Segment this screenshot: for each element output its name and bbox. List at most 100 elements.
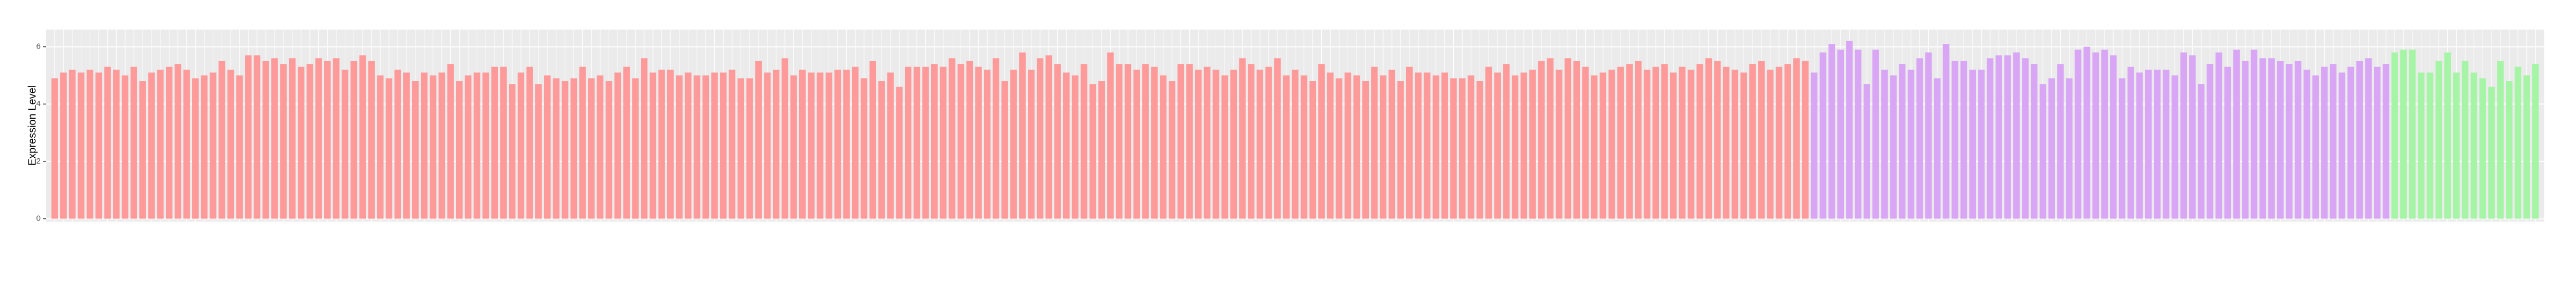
bar — [2180, 52, 2187, 219]
bar — [1459, 78, 1466, 219]
bar — [2321, 66, 2328, 219]
bar — [60, 72, 67, 219]
bar — [2329, 64, 2337, 219]
bar — [1556, 70, 1562, 219]
bar — [922, 66, 929, 219]
bar — [421, 72, 428, 219]
bar — [2453, 72, 2460, 219]
bar — [1247, 64, 1255, 219]
bar — [1872, 50, 1879, 219]
bar — [1028, 70, 1035, 219]
bar — [667, 70, 674, 219]
bar — [1503, 64, 1510, 219]
bar — [87, 70, 93, 219]
bar — [104, 66, 111, 219]
bar — [2444, 52, 2451, 219]
bar — [605, 81, 612, 219]
bar — [368, 61, 375, 219]
bar — [2497, 61, 2504, 219]
bar — [236, 75, 243, 219]
bar — [711, 72, 718, 219]
bar — [1406, 66, 1413, 219]
bar — [2365, 58, 2372, 219]
bar — [957, 64, 964, 219]
bar — [1529, 70, 1536, 219]
bar — [746, 78, 753, 219]
bar — [817, 72, 823, 219]
bar — [1617, 66, 1624, 219]
bar — [1722, 66, 1730, 219]
bar — [2250, 50, 2258, 219]
bar — [1995, 55, 2002, 219]
bar — [456, 81, 463, 219]
bar — [482, 72, 489, 219]
bar — [878, 81, 885, 219]
bar — [333, 58, 340, 219]
bar — [183, 70, 190, 219]
bar — [1661, 64, 1668, 219]
bar — [1124, 64, 1132, 219]
bar — [1265, 66, 1272, 219]
bar — [351, 61, 357, 219]
bar — [1784, 64, 1792, 219]
bar — [2374, 66, 2381, 219]
bar — [1151, 66, 1158, 219]
bar — [253, 55, 261, 219]
bar — [2224, 66, 2231, 219]
bar — [2233, 50, 2240, 219]
bar — [825, 72, 832, 219]
bar — [535, 84, 542, 219]
y-tick-label: 6 — [36, 42, 41, 51]
bar — [2391, 52, 2398, 219]
bar — [2506, 81, 2513, 219]
bar — [1186, 64, 1193, 219]
bar — [685, 72, 692, 219]
bar — [544, 75, 551, 219]
bar — [227, 70, 234, 219]
bar — [2189, 55, 2196, 219]
bar — [1424, 72, 1431, 219]
bar — [2083, 46, 2090, 219]
bar — [1679, 66, 1686, 219]
bar — [491, 66, 498, 219]
bar — [1450, 78, 1457, 219]
bar — [1952, 61, 1958, 219]
bar — [412, 81, 419, 219]
bar — [1863, 84, 1871, 219]
bar — [1098, 81, 1105, 219]
bar — [887, 72, 894, 219]
bar — [2031, 64, 2038, 219]
bar — [1107, 52, 1114, 219]
bar — [940, 66, 947, 219]
bar — [1511, 75, 1519, 219]
bar — [851, 66, 859, 219]
bar — [1327, 72, 1334, 219]
bar — [728, 70, 736, 219]
bar — [1432, 75, 1439, 219]
bar — [1652, 66, 1660, 219]
bar — [1670, 72, 1677, 219]
bar — [896, 87, 903, 219]
bar — [509, 84, 516, 219]
bar — [1811, 72, 1818, 219]
bar — [579, 66, 586, 219]
bar — [121, 75, 129, 219]
bar — [1943, 44, 1949, 219]
bar — [1309, 81, 1317, 219]
bar — [1177, 64, 1185, 219]
bar — [2347, 66, 2354, 219]
bar — [500, 66, 507, 219]
bar — [2154, 70, 2161, 219]
bar — [904, 66, 912, 219]
bar — [2057, 64, 2064, 219]
bar — [1846, 41, 1853, 219]
bar — [2418, 72, 2425, 219]
bar — [2127, 66, 2134, 219]
bar — [1925, 52, 1932, 219]
bar — [1467, 75, 1475, 219]
bar — [2171, 75, 2179, 219]
bar — [1292, 70, 1299, 219]
bar — [245, 55, 252, 219]
bar — [2215, 52, 2222, 219]
